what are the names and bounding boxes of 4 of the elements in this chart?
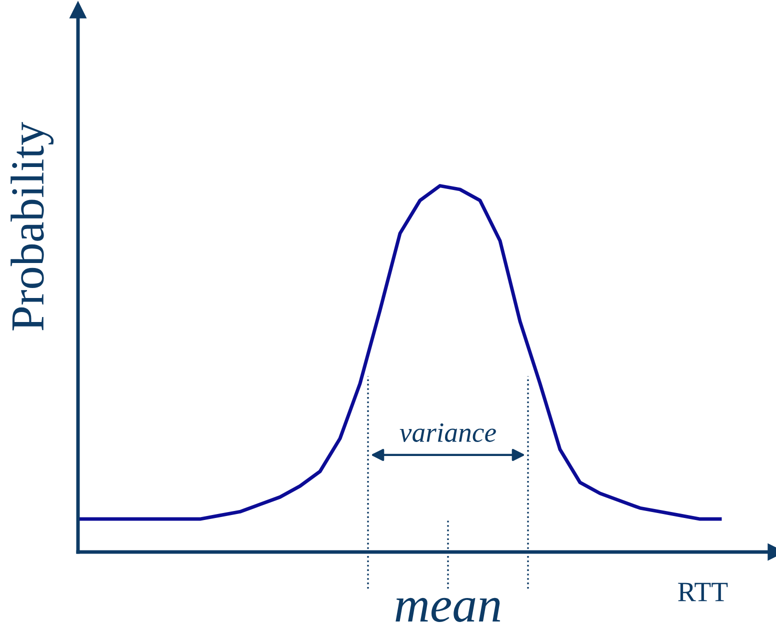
y-axis-title: Probability <box>10 122 54 330</box>
annotation: variance <box>400 423 496 442</box>
text: mean <box>396 598 500 622</box>
x-axis-title: RTT <box>678 582 728 602</box>
